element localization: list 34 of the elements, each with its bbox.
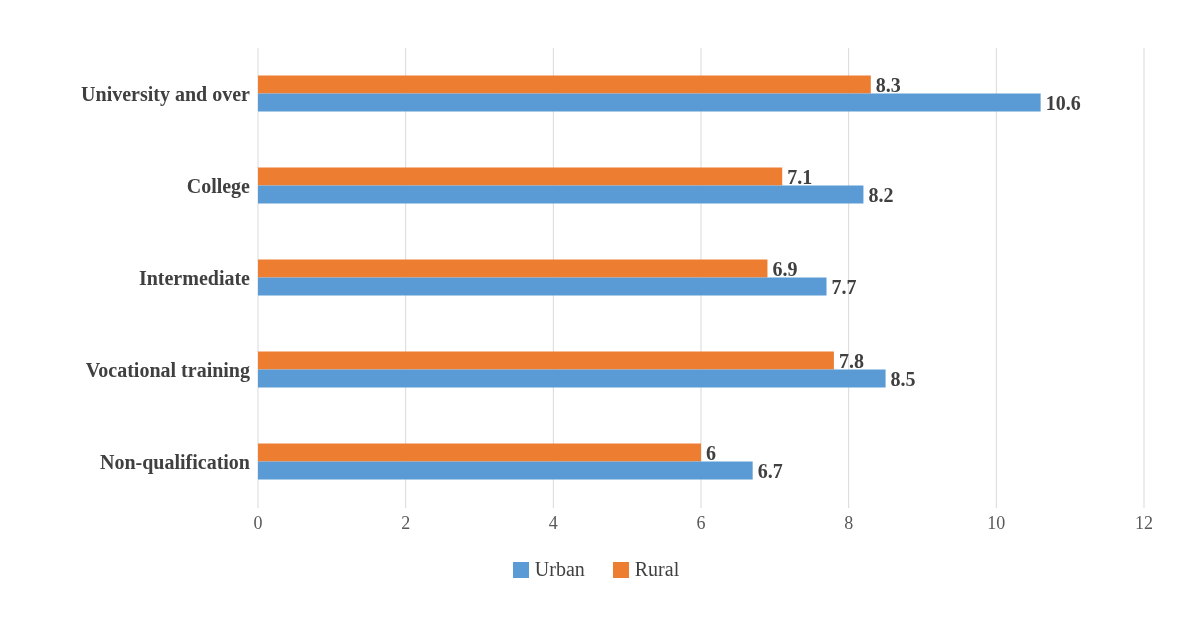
y-tick-label: Intermediate: [138, 267, 251, 290]
legend-label: Urban: [533, 558, 585, 581]
x-tick-label: 0: [253, 512, 263, 533]
x-tick-label: 4: [548, 512, 558, 533]
bar: [258, 461, 753, 480]
bar: [258, 259, 768, 278]
x-tick-label: 8: [844, 512, 854, 533]
bar: [258, 443, 701, 462]
x-tick-label: 10: [987, 512, 1006, 533]
data-label: 7.1: [787, 165, 813, 188]
y-tick-label: Vocational training: [85, 359, 250, 383]
bar: [258, 93, 1041, 112]
data-label: 8.5: [890, 367, 916, 390]
bar: [258, 369, 886, 388]
y-tick-label: University and over: [81, 83, 251, 107]
data-label: 10.6: [1045, 91, 1081, 114]
bar: [258, 167, 783, 186]
bar: [258, 75, 871, 94]
x-tick-label: 12: [1135, 512, 1153, 533]
data-label: 8.2: [868, 183, 894, 206]
x-tick-label: 6: [696, 512, 706, 533]
data-label: 7.8: [838, 349, 864, 372]
y-tick-label: College: [186, 175, 251, 199]
data-label: 6.9: [772, 257, 798, 280]
legend-label: Rural: [633, 558, 680, 581]
bar: [258, 277, 827, 296]
y-tick-label: Non-qualification: [99, 451, 250, 475]
x-tick-label: 2: [401, 512, 411, 533]
data-label: 7.7: [831, 275, 857, 298]
data-label: 6.7: [757, 459, 783, 482]
bar: [258, 351, 834, 370]
data-label: 6: [706, 441, 716, 464]
data-label: 8.3: [875, 73, 901, 96]
bar: [258, 185, 864, 204]
